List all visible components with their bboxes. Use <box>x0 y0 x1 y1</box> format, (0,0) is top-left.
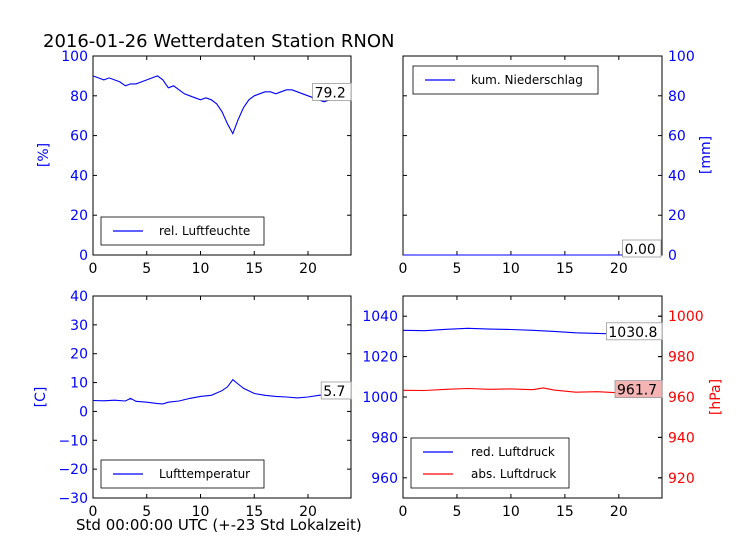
legend-entry: kum. Niederschlag <box>471 73 583 87</box>
y-tick-label: −30 <box>58 491 88 507</box>
legend-entry: abs. Luftdruck <box>471 467 556 481</box>
last-value-label: 961.7 <box>617 383 657 399</box>
y-tick-label: 80 <box>70 89 88 105</box>
y-tick-label: 0 <box>79 248 88 264</box>
x-axis-label: Std 00:00:00 UTC (+-23 Std Lokalzeit) <box>76 516 362 534</box>
x-tick-label: 0 <box>89 261 98 277</box>
y-tick-label: 10 <box>70 376 88 392</box>
x-tick-label: 10 <box>502 261 520 277</box>
x-tick-label: 5 <box>452 261 461 277</box>
x-tick-label: 10 <box>192 261 210 277</box>
last-value-box <box>312 82 352 101</box>
series-line-0 <box>92 378 352 405</box>
y-tick-label: 20 <box>668 208 686 224</box>
y-tick-label: −10 <box>58 433 88 449</box>
series-line-0 <box>92 75 352 135</box>
y-tick-label: 80 <box>668 89 686 105</box>
x-tick-label: 20 <box>299 261 317 277</box>
last-value-label: 1030.8 <box>608 325 657 341</box>
last-value-box <box>622 239 662 258</box>
y-tick-label: 20 <box>70 208 88 224</box>
last-value-box <box>614 380 663 398</box>
y-tick-label: −20 <box>58 462 88 478</box>
y-axis-label: [C] <box>33 387 49 408</box>
legend-entry: red. Luftdruck <box>471 445 555 459</box>
x-tick-label: 15 <box>245 504 263 520</box>
x-tick-label: 5 <box>142 261 151 277</box>
figure-title: 2016-01-26 Wetterdaten Station RNON <box>43 31 395 52</box>
x-tick-label: 10 <box>192 504 210 520</box>
y-tick-label: 1000 <box>362 390 398 406</box>
y-tick-label: 60 <box>668 129 686 145</box>
last-value-box <box>320 381 352 400</box>
y-right-tick-label: 980 <box>668 350 695 366</box>
y-right-tick-label: 960 <box>668 390 695 406</box>
x-tick-label: 15 <box>556 261 574 277</box>
y-tick-label: 100 <box>668 49 695 65</box>
legend-box <box>412 65 599 95</box>
x-tick-label: 5 <box>452 504 461 520</box>
x-tick-label: 20 <box>610 504 628 520</box>
y-axis-label: [mm] <box>698 136 714 174</box>
y-tick-label: 40 <box>70 289 88 305</box>
y-tick-label: 40 <box>70 168 88 184</box>
y-tick-label: 0 <box>668 248 677 264</box>
y-right-tick-label: 940 <box>668 430 695 446</box>
y-tick-label: 100 <box>61 49 88 65</box>
x-tick-label: 15 <box>245 261 263 277</box>
y-right-tick-label: 1000 <box>668 309 704 325</box>
y-tick-label: 1020 <box>362 350 398 366</box>
y-tick-label: 30 <box>70 318 88 334</box>
x-tick-label: 10 <box>502 504 520 520</box>
y-tick-label: 0 <box>79 404 88 420</box>
y-tick-label: 40 <box>668 168 686 184</box>
y-axis-label: [hPa] <box>708 379 724 415</box>
y-tick-label: 1040 <box>362 309 398 325</box>
x-tick-label: 0 <box>399 261 408 277</box>
x-tick-label: 20 <box>299 504 317 520</box>
plot-frame <box>92 55 352 256</box>
y-tick-label: 960 <box>371 471 398 487</box>
last-value-box <box>606 322 663 341</box>
last-value-label: 79.2 <box>315 85 346 101</box>
legend-box <box>410 437 570 489</box>
last-value-label: 5.7 <box>323 384 345 400</box>
x-tick-label: 0 <box>399 504 408 520</box>
legend-entry: Lufttemperatur <box>159 467 250 481</box>
legend-entry: rel. Luftfeuchte <box>159 224 250 238</box>
y-tick-label: 60 <box>70 129 88 145</box>
y-tick-label: 980 <box>371 430 398 446</box>
y-tick-label: 20 <box>70 347 88 363</box>
x-tick-label: 5 <box>142 504 151 520</box>
x-tick-label: 15 <box>556 504 574 520</box>
y-right-tick-label: 920 <box>668 471 695 487</box>
x-tick-label: 0 <box>89 504 98 520</box>
x-tick-label: 20 <box>610 261 628 277</box>
y-axis-label: [%] <box>36 143 52 167</box>
last-value-label: 0.00 <box>625 242 656 258</box>
